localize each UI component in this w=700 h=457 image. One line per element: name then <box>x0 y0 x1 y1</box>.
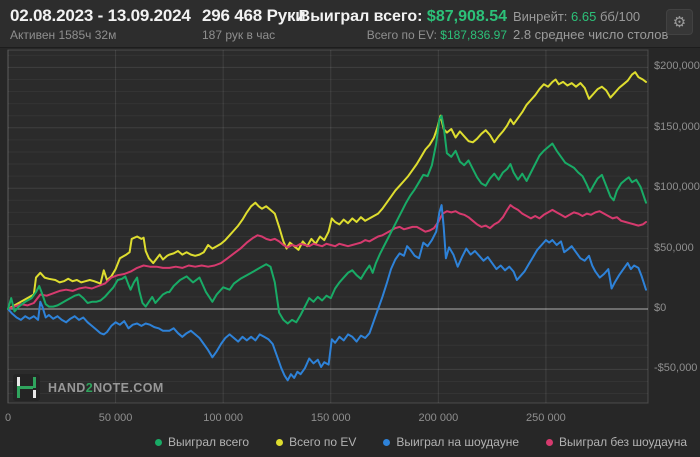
logo-bar <box>33 377 36 388</box>
series-non-showdown <box>7 204 647 310</box>
series-ev-total <box>7 71 647 310</box>
x-tick-label: 50 000 <box>98 412 133 424</box>
ev-total-line: Всего по EV: $187,836.97 <box>299 28 507 42</box>
date-range: 02.08.2023 - 13.09.2024 <box>10 6 191 25</box>
won-total-line: Выиграл всего: $87,908.54 <box>299 8 507 26</box>
hands-per-hour: 187 рук в час <box>202 28 276 42</box>
logo-text-num: 2 <box>85 380 94 395</box>
hand2note-logo-text: HAND2NOTE.COM <box>48 381 164 395</box>
winrate-line: Винрейт: 6.65 бб/100 <box>513 9 668 24</box>
hand2note-logo-icon <box>13 374 40 401</box>
winrate-block: Винрейт: 6.65 бб/100 2.8 среднее число с… <box>513 0 668 48</box>
x-tick-label: 200 000 <box>418 412 459 424</box>
date-range-block: 02.08.2023 - 13.09.2024 Активен 1585ч 32… <box>10 0 191 48</box>
legend-dot-icon <box>546 438 554 446</box>
hands-block: 296 468 Руки 187 рук в час <box>202 0 306 48</box>
hands-count: 296 468 Руки <box>202 6 306 25</box>
stats-header: 02.08.2023 - 13.09.2024 Активен 1585ч 32… <box>0 0 700 48</box>
logo-bar <box>33 390 36 398</box>
legend-dot-icon <box>276 438 284 446</box>
legend-dot-icon <box>154 438 162 446</box>
logo-text-pre: HAND <box>48 380 86 395</box>
avg-tables: 2.8 среднее число столов <box>513 27 669 42</box>
plot-border <box>7 49 649 404</box>
legend-label: Выиграл всего <box>167 435 250 449</box>
gear-icon: ⚙ <box>672 13 687 31</box>
y-tick-label: $100,000 <box>654 181 700 194</box>
legend-label: Выиграл на шоудауне <box>396 435 520 449</box>
y-tick-label: $0 <box>654 302 667 314</box>
x-tick-label: 0 <box>4 412 12 424</box>
y-tick-label: -$50,000 <box>654 362 698 375</box>
legend-item-showdown[interactable]: Выиграл на шоудауне <box>383 435 519 449</box>
settings-button[interactable]: ⚙ <box>666 9 693 35</box>
x-tick-label: 100 000 <box>203 412 244 424</box>
winrate-label: Винрейт: <box>513 9 568 24</box>
winrate-units: бб/100 <box>599 9 641 24</box>
plot-area[interactable] <box>8 50 648 403</box>
logo-bar <box>17 377 20 386</box>
legend-item-non-showdown[interactable]: Выиграл без шоудауна <box>546 435 687 449</box>
ev-total-value: $187,836.97 <box>440 28 507 42</box>
series-won-total <box>7 114 647 325</box>
legend-label: Выиграл без шоудауна <box>559 435 688 449</box>
y-tick-label: $200,000 <box>654 60 700 73</box>
y-tick-label: $50,000 <box>654 241 694 254</box>
winnings-block: Выиграл всего: $87,908.54 Всего по EV: $… <box>299 0 507 48</box>
hand2note-logo: HAND2NOTE.COM <box>13 374 164 401</box>
active-time: Активен 1585ч 32м <box>10 28 117 42</box>
logo-bar <box>17 387 20 398</box>
logo-bar <box>17 386 33 389</box>
won-total-value: $87,908.54 <box>426 8 507 25</box>
ev-total-label: Всего по EV: <box>366 28 437 42</box>
legend-item-ev-total[interactable]: Всего по EV <box>276 435 356 449</box>
series-showdown <box>7 204 647 382</box>
legend-item-won-total[interactable]: Выиграл всего <box>154 435 250 449</box>
won-total-label: Выиграл всего: <box>298 8 423 25</box>
x-tick-label: 250 000 <box>526 412 566 424</box>
legend-dot-icon <box>383 438 391 446</box>
winrate-value: 6.65 <box>571 9 597 24</box>
x-tick-label: 150 000 <box>310 412 351 424</box>
y-tick-label: $150,000 <box>654 120 700 133</box>
legend-label: Всего по EV <box>289 435 357 449</box>
chart-legend: Выиграл всего Всего по EV Выиграл на шоуда… <box>142 435 700 449</box>
logo-text-post: NOTE.COM <box>93 380 164 395</box>
